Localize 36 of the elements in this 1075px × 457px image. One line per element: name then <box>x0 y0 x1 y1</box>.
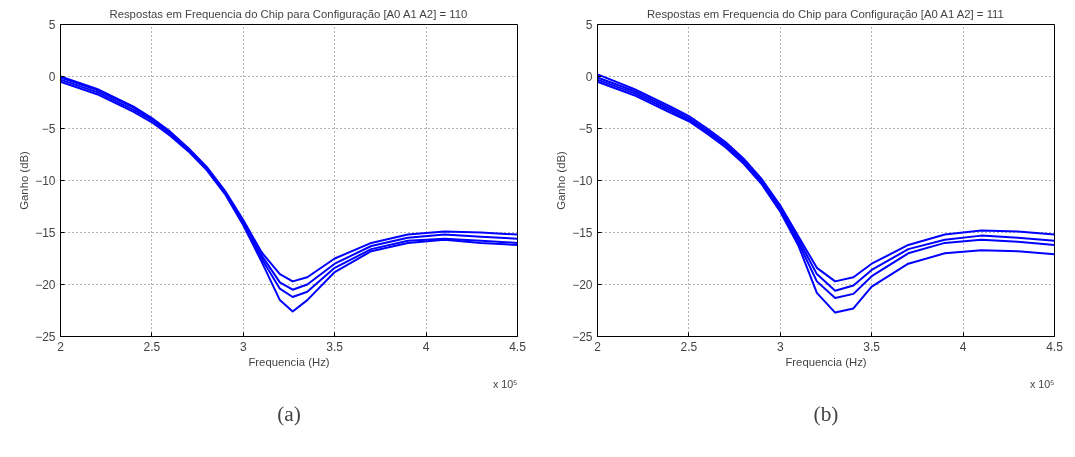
y-tick-label: 5 <box>585 18 593 32</box>
y-axis-title: Ganho (dB) <box>18 150 31 210</box>
x-tick-label: 3.5 <box>863 339 881 354</box>
text: (b) <box>813 401 839 426</box>
y-tick-label: −10 <box>35 174 56 188</box>
x-tick-label: 4 <box>422 339 430 354</box>
x-tick-label: 2 <box>57 339 65 354</box>
text: (a) <box>277 401 301 426</box>
text: x 10⁵ <box>492 377 518 390</box>
y-tick-label: 0 <box>48 70 56 84</box>
y-axis-title: Ganho (dB) <box>555 150 568 210</box>
text: x 10⁵ <box>1029 377 1055 390</box>
y-tick-label: −5 <box>578 122 593 136</box>
x-tick-label: 2 <box>594 339 602 354</box>
x-tick-label: 3 <box>239 339 247 354</box>
y-tick-label: −20 <box>572 278 593 292</box>
y-tick-label: −25 <box>572 330 593 344</box>
x-tick-label: 3 <box>776 339 784 354</box>
y-tick-label: −5 <box>41 122 56 136</box>
x-tick-label: 4 <box>959 339 967 354</box>
chart-title: Respostas em Frequencia do Chip para Configuração [A0 A1 A2] = 111 <box>646 7 1004 20</box>
x-axis-title: Frequencia (Hz) <box>785 355 867 368</box>
y-tick-label: −10 <box>572 174 593 188</box>
y-tick-label: 5 <box>48 18 56 32</box>
y-tick-label: −25 <box>35 330 56 344</box>
y-tick-label: 0 <box>585 70 593 84</box>
y-tick-label: −15 <box>572 226 593 240</box>
x-tick-label: 4.5 <box>509 339 527 354</box>
x-tick-label: 3.5 <box>326 339 344 354</box>
y-tick-label: −20 <box>35 278 56 292</box>
x-tick-label: 2.5 <box>680 339 698 354</box>
chart-title: Respostas em Frequencia do Chip para Configuração [A0 A1 A2] = 110 <box>109 7 468 20</box>
x-tick-label: 2.5 <box>143 339 161 354</box>
y-tick-label: −15 <box>35 226 56 240</box>
x-tick-label: 4.5 <box>1046 339 1064 354</box>
x-axis-title: Frequencia (Hz) <box>248 355 330 368</box>
